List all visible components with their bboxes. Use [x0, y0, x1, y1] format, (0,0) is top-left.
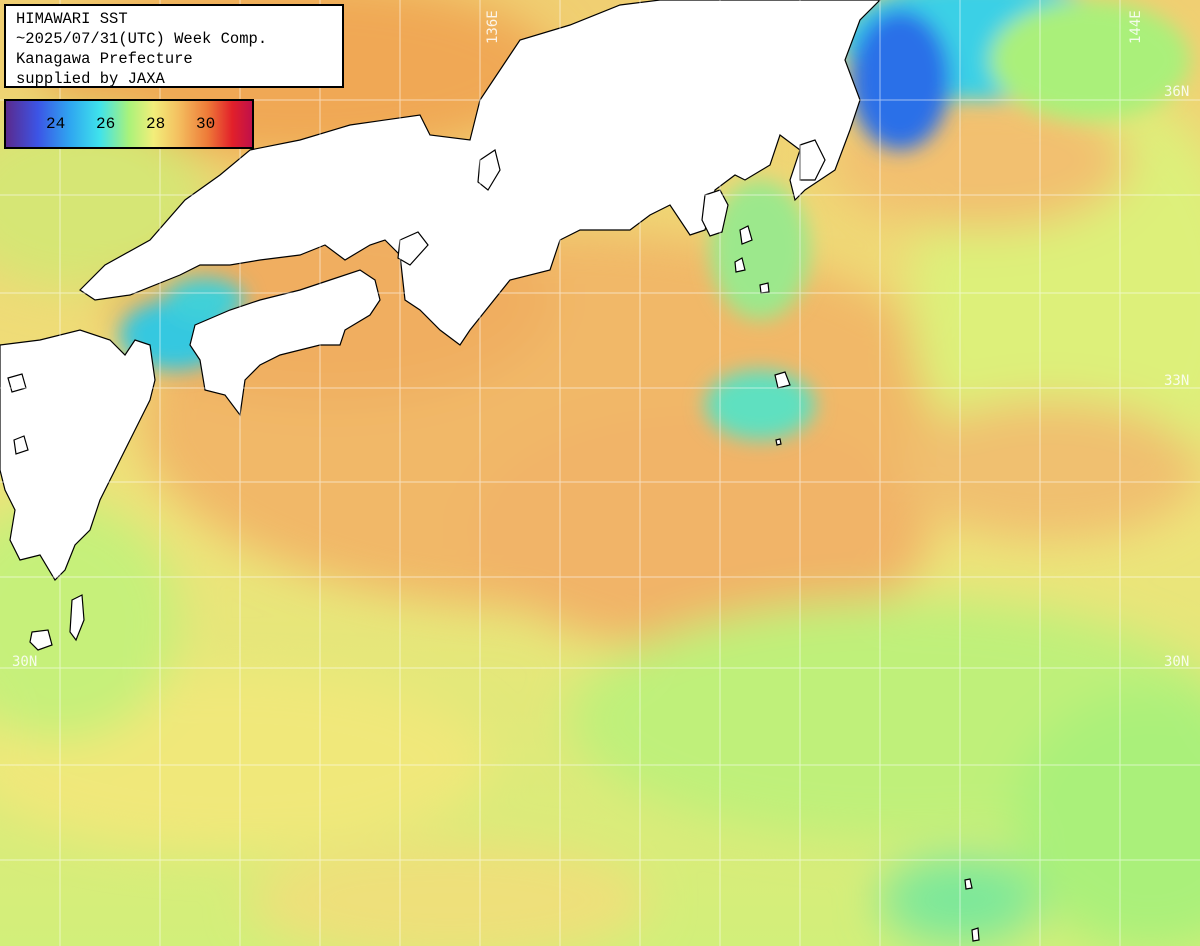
tanegashima — [69, 594, 85, 642]
info-date: ~2025/07/31(UTC) Week Comp. — [16, 30, 268, 48]
south-islet — [971, 927, 980, 942]
shikoku — [189, 269, 381, 417]
lon-label-136e: 136E — [485, 10, 501, 44]
goto-island — [7, 373, 27, 393]
hachijojima — [774, 371, 791, 389]
izu-island-2 — [734, 257, 746, 273]
info-source: Kanagawa Prefecture — [16, 50, 193, 68]
kyushu — [0, 329, 156, 581]
legend-tick-26: 26 — [96, 115, 116, 133]
yakushima — [29, 629, 53, 651]
kyushu-islet — [13, 435, 29, 455]
lat-label-36n: 36N — [1164, 84, 1189, 100]
legend-tick-24: 24 — [46, 115, 66, 133]
legend-tick-28: 28 — [146, 115, 166, 133]
izu-island-1 — [739, 225, 753, 245]
color-scale-legend: 24 26 28 30 — [4, 99, 254, 149]
lon-label-144e: 144E — [1128, 10, 1144, 44]
aogashima — [775, 438, 782, 446]
lat-label-30n-left: 30N — [12, 654, 37, 670]
legend-tick-30: 30 — [196, 115, 216, 133]
info-box: HIMAWARI SST ~2025/07/31(UTC) Week Comp.… — [4, 4, 344, 88]
info-supplier: supplied by JAXA — [16, 70, 165, 88]
info-title: HIMAWARI SST — [16, 10, 128, 28]
lat-label-30n-right: 30N — [1164, 654, 1189, 670]
izu-island-3 — [759, 282, 770, 294]
bonin-islet — [964, 878, 973, 890]
lat-label-33n: 33N — [1164, 373, 1189, 389]
oki-island — [477, 149, 501, 191]
awaji-island — [397, 231, 429, 266]
